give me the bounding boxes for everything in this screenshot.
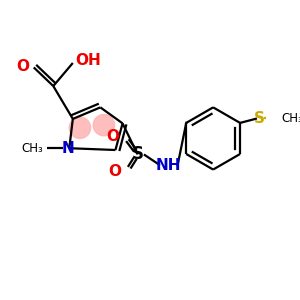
- Circle shape: [93, 115, 115, 136]
- Text: S: S: [132, 146, 144, 164]
- Text: CH₃: CH₃: [281, 112, 300, 125]
- Text: N: N: [62, 141, 75, 156]
- Text: O: O: [108, 164, 121, 179]
- Text: O: O: [106, 129, 119, 144]
- Text: CH₃: CH₃: [21, 142, 43, 155]
- Circle shape: [69, 117, 91, 139]
- Text: OH: OH: [76, 53, 101, 68]
- Text: NH: NH: [156, 158, 182, 172]
- Text: S: S: [254, 111, 265, 126]
- Text: O: O: [16, 59, 29, 74]
